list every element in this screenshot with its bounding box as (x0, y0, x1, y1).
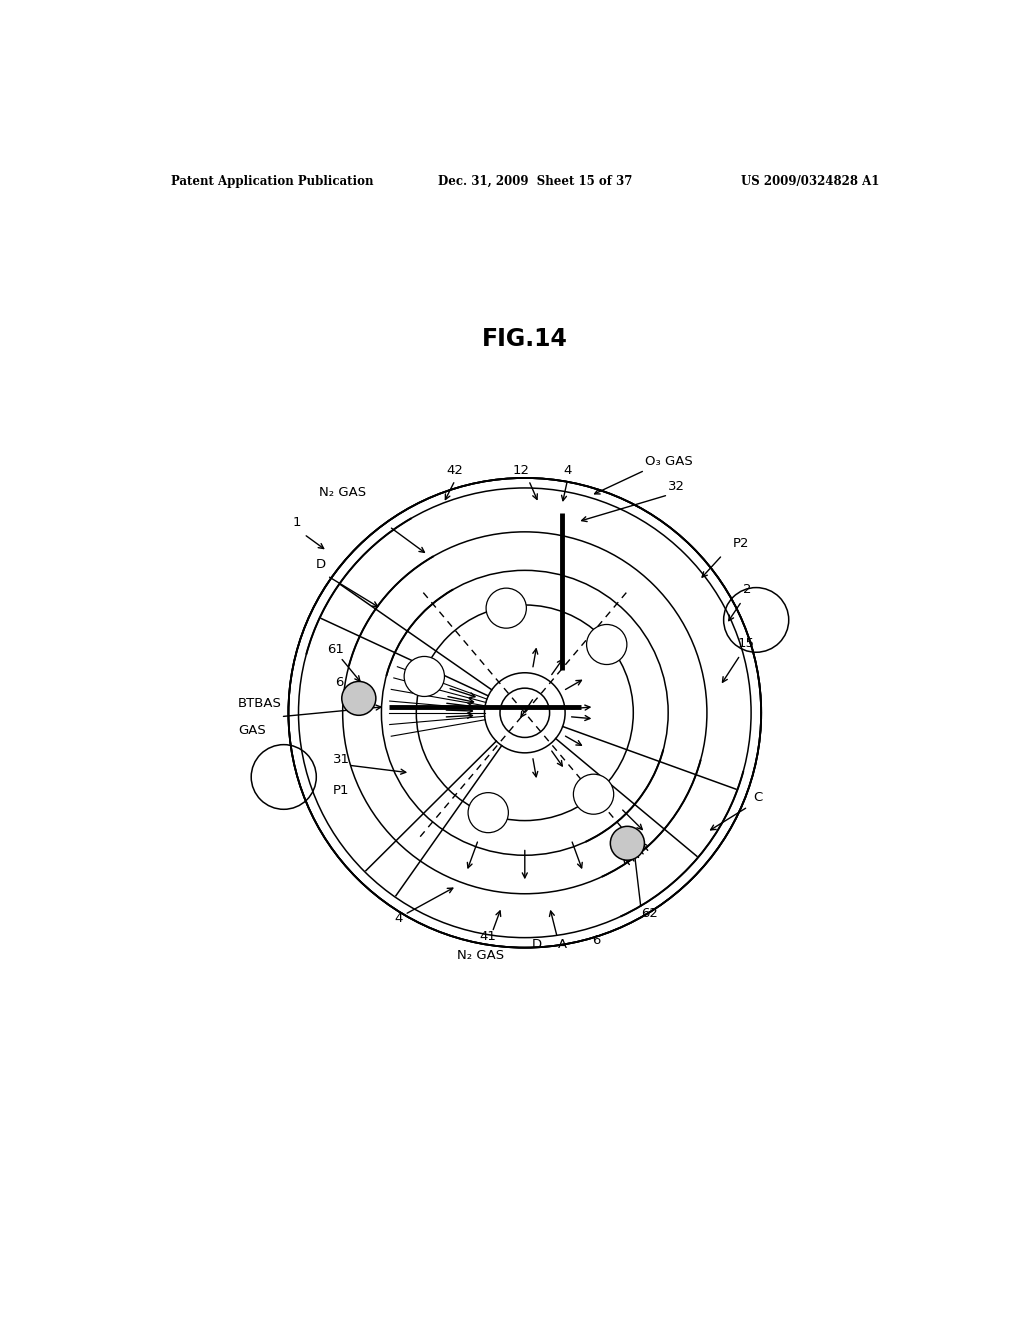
Text: 42: 42 (446, 465, 464, 477)
Circle shape (342, 681, 376, 715)
Text: O₃ GAS: O₃ GAS (645, 455, 692, 467)
Text: 4: 4 (394, 912, 403, 925)
Text: A: A (557, 937, 566, 950)
Text: N₂ GAS: N₂ GAS (457, 949, 504, 962)
Text: 32: 32 (669, 479, 685, 492)
Circle shape (468, 792, 508, 833)
Circle shape (573, 774, 613, 814)
Text: 62: 62 (641, 907, 658, 920)
Text: N₂ GAS: N₂ GAS (319, 486, 367, 499)
Text: D: D (315, 558, 326, 572)
Text: D: D (531, 937, 542, 950)
Text: FIG.14: FIG.14 (482, 327, 567, 351)
Circle shape (610, 826, 644, 861)
Circle shape (587, 624, 627, 664)
Text: 61: 61 (328, 643, 344, 656)
Text: 1: 1 (292, 516, 301, 529)
Text: 31: 31 (333, 752, 349, 766)
Text: GAS: GAS (238, 725, 266, 738)
Text: 6: 6 (592, 933, 600, 946)
Text: 4: 4 (563, 465, 571, 477)
Text: Dec. 31, 2009  Sheet 15 of 37: Dec. 31, 2009 Sheet 15 of 37 (438, 176, 633, 187)
Text: 12: 12 (512, 465, 529, 477)
Text: C: C (754, 792, 763, 804)
Circle shape (251, 744, 316, 809)
Text: US 2009/0324828 A1: US 2009/0324828 A1 (741, 176, 880, 187)
Text: 15: 15 (738, 638, 755, 651)
Circle shape (724, 587, 788, 652)
Text: P1: P1 (333, 784, 349, 797)
Text: 2: 2 (743, 583, 752, 597)
Text: BTBAS: BTBAS (238, 697, 282, 710)
Text: Patent Application Publication: Patent Application Publication (171, 176, 373, 187)
Text: 41: 41 (479, 931, 496, 942)
Text: 6: 6 (335, 676, 343, 689)
Circle shape (404, 656, 444, 697)
Text: P2: P2 (732, 537, 749, 550)
Circle shape (486, 589, 526, 628)
